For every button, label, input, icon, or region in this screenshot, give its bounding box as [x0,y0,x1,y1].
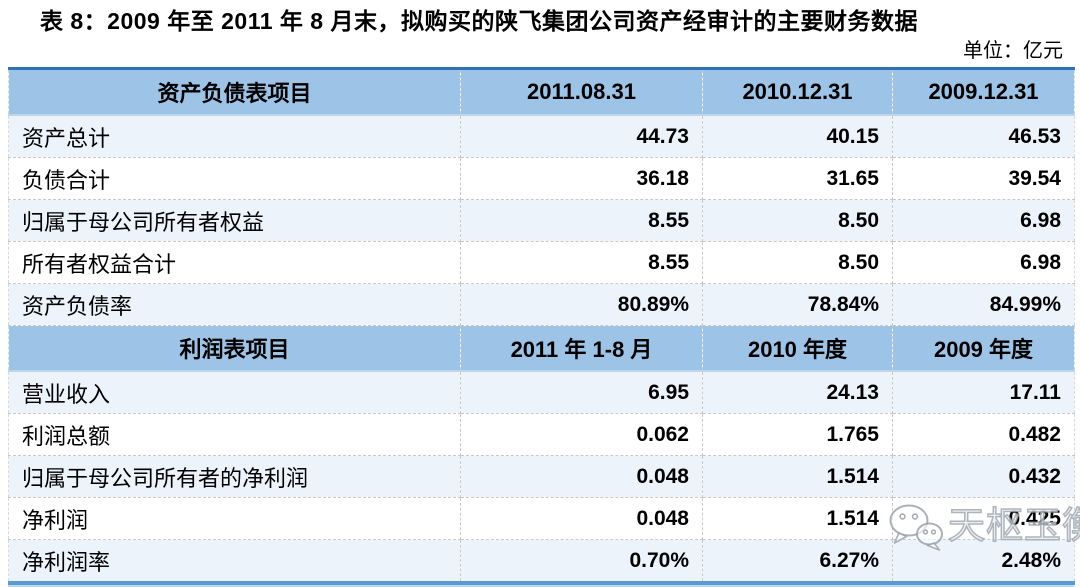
row-label: 资产负债率 [8,283,461,326]
table-row: 利润总额 0.062 1.765 0.482 [8,413,1075,456]
row-label: 资产总计 [8,115,461,158]
table-row: 负债合计 36.18 31.65 39.54 [8,157,1075,200]
cell-value: 36.18 [460,157,703,200]
cell-value: 6.27% [702,539,893,583]
cell-value: 44.73 [460,115,703,158]
table-title: 表 8：2009 年至 2011 年 8 月末，拟购买的陕飞集团公司资产经审计的… [40,8,918,34]
cell-value: 0.062 [460,413,703,456]
row-label: 净利润率 [8,539,461,583]
header-cell: 2010.12.31 [702,67,893,116]
cell-value: 2.48% [892,539,1075,583]
cell-value: 17.11 [892,371,1075,414]
cell-value: 8.50 [702,199,893,242]
cell-value: 1.514 [702,497,893,540]
financial-table: 资产负债表项目 2011.08.31 2010.12.31 2009.12.31… [8,67,1075,585]
cell-value: 39.54 [892,157,1075,200]
balance-sheet-header-row: 资产负债表项目 2011.08.31 2010.12.31 2009.12.31 [8,67,1075,116]
table-row: 归属于母公司所有者的净利润 0.048 1.514 0.432 [8,455,1075,498]
financial-table-wrap: 资产负债表项目 2011.08.31 2010.12.31 2009.12.31… [8,67,1075,587]
table-row: 资产总计 44.73 40.15 46.53 [8,115,1075,158]
cell-value: 24.13 [702,371,893,414]
header-cell: 2011.08.31 [460,67,703,116]
income-statement-header-row: 利润表项目 2011 年 1-8 月 2010 年度 2009 年度 [8,325,1075,372]
cell-value: 0.432 [892,455,1075,498]
row-label: 归属于母公司所有者的净利润 [8,455,461,498]
row-label: 利润总额 [8,413,461,456]
table-row: 净利润 0.048 1.514 0.425 [8,497,1075,540]
header-cell: 资产负债表项目 [8,67,461,116]
cell-value: 0.048 [460,455,703,498]
cell-value: 46.53 [892,115,1075,158]
cell-value: 6.95 [460,371,703,414]
cell-value: 84.99% [892,283,1075,326]
row-label: 归属于母公司所有者权益 [8,199,461,242]
cell-value: 8.55 [460,199,703,242]
row-label: 净利润 [8,497,461,540]
table-bottom-accent-line [8,585,1074,587]
unit-label: 单位：亿元 [963,40,1063,62]
header-cell: 2011 年 1-8 月 [460,325,703,372]
header-cell: 2009 年度 [892,325,1075,372]
header-cell: 2010 年度 [702,325,893,372]
cell-value: 0.482 [892,413,1075,456]
header-cell: 2009.12.31 [892,67,1075,116]
cell-value: 1.765 [702,413,893,456]
row-label: 所有者权益合计 [8,241,461,284]
cell-value: 0.70% [460,539,703,583]
table-row: 净利润率 0.70% 6.27% 2.48% [8,539,1075,583]
cell-value: 1.514 [702,455,893,498]
cell-value: 40.15 [702,115,893,158]
row-label: 负债合计 [8,157,461,200]
cell-value: 8.50 [702,241,893,284]
cell-value: 8.55 [460,241,703,284]
cell-value: 6.98 [892,241,1075,284]
cell-value: 80.89% [460,283,703,326]
cell-value: 6.98 [892,199,1075,242]
table-row: 归属于母公司所有者权益 8.55 8.50 6.98 [8,199,1075,242]
table-row: 资产负债率 80.89% 78.84% 84.99% [8,283,1075,326]
cell-value: 31.65 [702,157,893,200]
header-cell: 利润表项目 [8,325,461,372]
cell-value: 0.048 [460,497,703,540]
table-row: 所有者权益合计 8.55 8.50 6.98 [8,241,1075,284]
cell-value: 0.425 [892,497,1075,540]
row-label: 营业收入 [8,371,461,414]
table-row: 营业收入 6.95 24.13 17.11 [8,371,1075,414]
cell-value: 78.84% [702,283,893,326]
